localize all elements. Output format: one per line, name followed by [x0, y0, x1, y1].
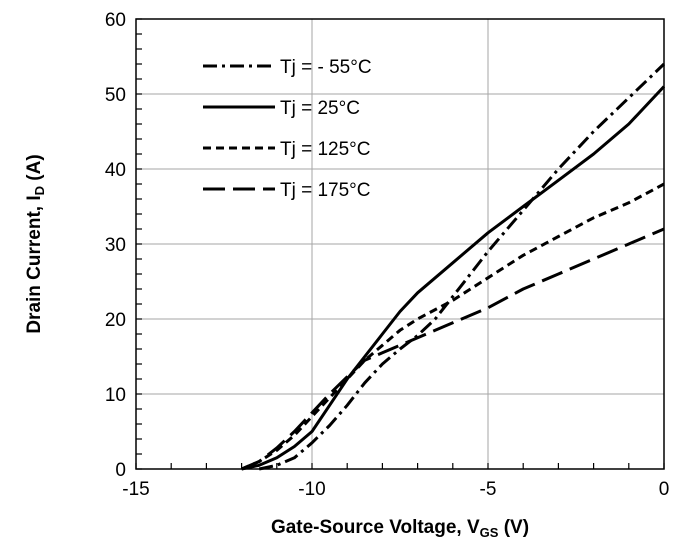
series-group	[241, 62, 666, 471]
y-tick-label: 10	[105, 385, 126, 406]
y-tick-label: 60	[105, 10, 126, 31]
legend: Tj = - 55°C Tj = 25°C Tj = 125°C Tj = 175°C	[203, 57, 372, 201]
legend-label-1: Tj = 25°C	[280, 98, 360, 119]
y-tick-label: 40	[105, 160, 126, 181]
x-tick-label: -10	[298, 479, 325, 500]
series-line-2	[241, 182, 665, 471]
y-tick-label: 0	[115, 460, 126, 481]
series-line-0	[258, 62, 666, 471]
x-axis-title-main: Gate-Source Voltage, V	[271, 517, 480, 538]
y-axis-title: Drain Current, ID (A)	[24, 154, 47, 333]
y-tick-label: 50	[105, 85, 126, 106]
y-tick-label: 20	[105, 310, 126, 331]
series-line-3	[241, 227, 665, 471]
x-axis-title-subscript: GS	[480, 525, 499, 540]
legend-label-0: Tj = - 55°C	[280, 57, 372, 78]
legend-label-2: Tj = 125°C	[280, 139, 371, 160]
x-axis-title-unit: (V)	[498, 517, 529, 538]
y-axis-title-subscript: D	[32, 186, 47, 195]
y-axis-title-main: Drain Current, I	[24, 195, 45, 333]
legend-label-3: Tj = 175°C	[280, 180, 371, 201]
x-tick-label: 0	[659, 479, 670, 500]
y-tick-label: 30	[105, 235, 126, 256]
series-line-1	[241, 85, 666, 471]
x-tick-label: -15	[122, 479, 149, 500]
axis-ticks: -15 -10 -5 0 0 10 20 30 40 50 60	[105, 10, 669, 500]
x-axis-title: Gate-Source Voltage, VGS (V)	[271, 517, 529, 540]
x-tick-label: -5	[480, 479, 497, 500]
y-axis-title-unit: (A)	[24, 154, 45, 186]
